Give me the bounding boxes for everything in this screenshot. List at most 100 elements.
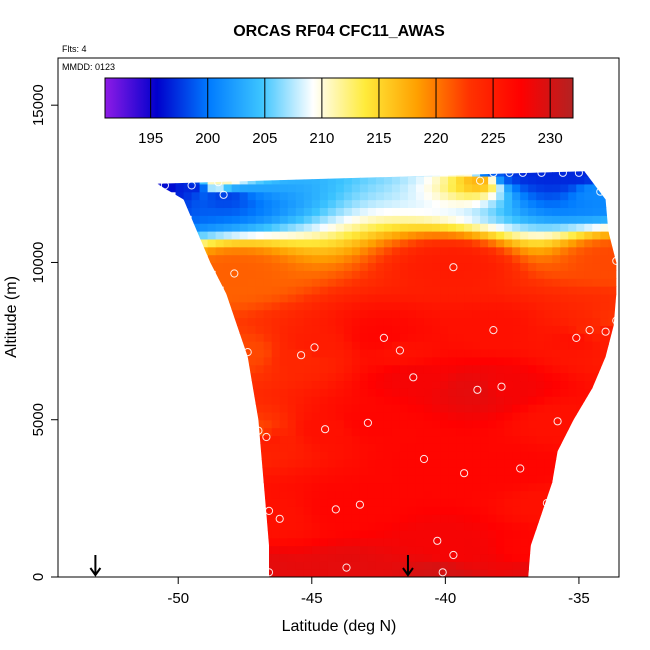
heatmap-cell	[367, 372, 377, 382]
heatmap-cell	[383, 498, 393, 507]
heatmap-cell	[456, 419, 465, 429]
heatmap-cell	[391, 474, 401, 484]
heatmap-cell	[544, 309, 553, 319]
heatmap-cell	[367, 466, 377, 476]
heatmap-cell	[335, 309, 345, 319]
heatmap-cell	[456, 356, 465, 366]
heatmap-cell	[295, 459, 305, 468]
heatmap-cell	[375, 411, 385, 421]
heatmap-cell	[480, 254, 489, 264]
heatmap-cell	[472, 356, 481, 366]
heatmap-cell	[415, 443, 425, 452]
heatmap-cell	[327, 521, 337, 531]
heatmap-cell	[279, 356, 289, 366]
heatmap-cell	[311, 270, 321, 279]
heatmap-cell	[552, 286, 561, 295]
heatmap-cell	[359, 215, 369, 224]
heatmap-cell	[215, 207, 225, 216]
heatmap-cell	[367, 561, 377, 570]
sample-point	[449, 263, 458, 272]
heatmap-cell	[303, 514, 313, 523]
heatmap-cell	[560, 278, 569, 287]
heatmap-cell	[343, 246, 353, 256]
heatmap-cell	[520, 191, 529, 201]
heatmap-cell	[367, 435, 377, 444]
heatmap-cell	[407, 388, 417, 397]
sample-point	[342, 563, 351, 572]
heatmap-cell	[279, 561, 289, 570]
heatmap-cell	[263, 537, 273, 547]
sample-point	[395, 346, 404, 355]
heatmap-cell	[279, 199, 289, 209]
heatmap-cell	[335, 569, 345, 577]
heatmap-cell	[456, 474, 465, 484]
heatmap-cell	[303, 396, 313, 405]
heatmap-cell	[327, 396, 337, 405]
heatmap-cell	[528, 341, 537, 350]
heatmap-cell	[432, 160, 441, 168]
heatmap-cell	[552, 215, 561, 224]
heatmap-cell	[367, 262, 377, 271]
heatmap-cell	[287, 175, 297, 185]
heatmap-cell	[496, 238, 505, 248]
heatmap-cell	[255, 286, 265, 295]
heatmap-cell	[544, 171, 553, 177]
flights-note: Flts: 4	[62, 44, 87, 54]
heatmap-cell	[407, 443, 417, 452]
heatmap-cell	[391, 482, 401, 492]
heatmap-cell	[319, 451, 329, 460]
heatmap-cell	[448, 348, 457, 358]
heatmap-cell	[287, 270, 297, 279]
heatmap-cell	[303, 466, 313, 476]
heatmap-cell	[520, 293, 529, 303]
heatmap-cell	[359, 388, 369, 397]
heatmap-cell	[528, 191, 537, 201]
heatmap-cell	[375, 356, 385, 366]
heatmap-cell	[360, 152, 369, 160]
heatmap-cell	[576, 199, 585, 209]
heatmap-cell	[608, 301, 617, 311]
heatmap-cell	[576, 325, 585, 334]
heatmap-cell	[279, 553, 289, 562]
heatmap-cell	[528, 404, 537, 413]
heatmap-cell	[407, 490, 417, 499]
heatmap-cell	[464, 238, 473, 248]
heatmap-cell	[528, 521, 537, 531]
heatmap-cell	[303, 364, 313, 374]
heatmap-cell	[472, 246, 481, 256]
heatmap-cell	[464, 514, 473, 523]
heatmap-cell	[423, 215, 433, 224]
heatmap-cell	[472, 191, 481, 201]
heatmap-cell	[319, 333, 329, 342]
heatmap-cell	[560, 341, 569, 350]
heatmap-cell	[287, 514, 297, 523]
heatmap-cell	[432, 341, 441, 350]
heatmap-cell	[343, 278, 353, 287]
heatmap-cell	[407, 553, 417, 562]
heatmap-cell	[608, 238, 617, 248]
heatmap-cell	[367, 191, 377, 201]
heatmap-cell	[456, 246, 465, 256]
heatmap-cell	[552, 278, 561, 287]
heatmap-cell	[263, 199, 273, 209]
heatmap-cell	[536, 419, 545, 429]
heatmap-cell	[335, 443, 345, 452]
heatmap-cell	[367, 404, 377, 413]
heatmap-cell	[359, 498, 369, 507]
heatmap-cell	[472, 435, 481, 444]
heatmap-cell	[399, 293, 409, 303]
heatmap-cell	[520, 466, 529, 476]
heatmap-cell	[520, 506, 529, 515]
heatmap-cell	[448, 341, 457, 350]
heatmap-cell	[343, 404, 353, 413]
heatmap-cell	[351, 348, 361, 358]
heatmap-cell	[391, 545, 401, 555]
heatmap-cell	[208, 152, 217, 160]
heatmap-cell	[520, 411, 529, 421]
heatmap-cell	[207, 199, 217, 209]
heatmap-cell	[415, 191, 425, 201]
heatmap-cell	[432, 506, 441, 515]
heatmap-cell	[375, 293, 385, 303]
heatmap-cell	[287, 348, 297, 358]
heatmap-cell	[496, 545, 505, 555]
